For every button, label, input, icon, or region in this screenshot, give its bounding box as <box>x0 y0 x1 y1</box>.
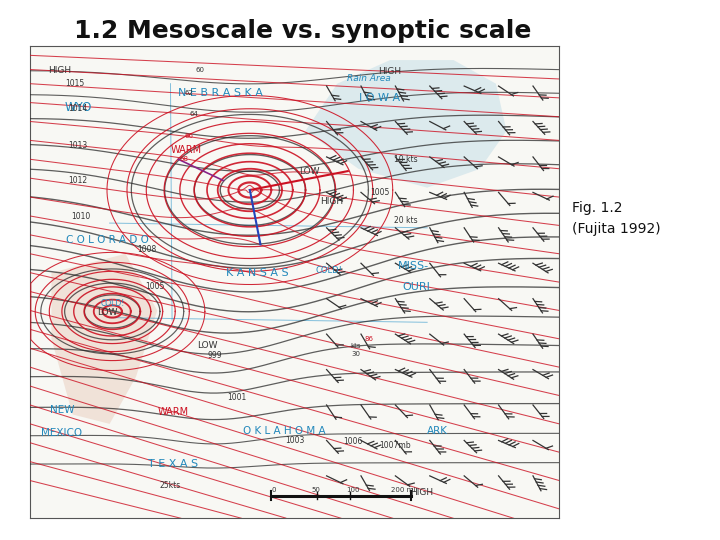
Text: 68: 68 <box>179 156 188 163</box>
Text: 1014: 1014 <box>68 104 88 113</box>
Text: MEXICO: MEXICO <box>42 428 83 438</box>
Text: HIGH: HIGH <box>379 68 402 76</box>
Text: 1013: 1013 <box>68 140 88 150</box>
Text: COLD!: COLD! <box>316 266 343 275</box>
Text: 60: 60 <box>195 66 204 72</box>
Text: 20 kts: 20 kts <box>394 216 418 225</box>
Text: 64: 64 <box>190 111 199 117</box>
Text: 62: 62 <box>184 90 194 96</box>
Polygon shape <box>305 60 507 187</box>
Text: 66: 66 <box>184 133 194 139</box>
Text: WARM: WARM <box>171 145 202 155</box>
Text: HIGH: HIGH <box>48 66 71 75</box>
Text: 100: 100 <box>346 487 360 493</box>
Text: 1005: 1005 <box>145 282 164 292</box>
Text: HIGH: HIGH <box>320 197 343 206</box>
Text: N E B R A S K A: N E B R A S K A <box>179 88 264 98</box>
Text: 0: 0 <box>271 487 276 493</box>
Text: 10 kts: 10 kts <box>394 155 418 164</box>
Text: 1.2 Mesoscale vs. synoptic scale: 1.2 Mesoscale vs. synoptic scale <box>73 19 531 43</box>
Text: LOW: LOW <box>96 308 117 318</box>
Text: kts: kts <box>351 343 361 349</box>
Text: 1006: 1006 <box>343 437 363 447</box>
Text: 30: 30 <box>351 351 360 357</box>
Text: NEW: NEW <box>50 404 74 415</box>
Text: 25kts: 25kts <box>160 481 181 490</box>
Text: MISS-: MISS- <box>398 261 429 271</box>
Text: 1007mb: 1007mb <box>379 441 411 450</box>
Text: 1010: 1010 <box>71 212 90 221</box>
Text: 1012: 1012 <box>68 176 87 185</box>
Text: 1003: 1003 <box>285 436 305 445</box>
Text: T E X A S: T E X A S <box>148 459 198 469</box>
Text: WYO: WYO <box>64 101 91 114</box>
Text: I O W A: I O W A <box>359 93 400 103</box>
Text: LOW: LOW <box>197 341 217 350</box>
Text: Fig. 1.2
(Fujita 1992): Fig. 1.2 (Fujita 1992) <box>572 201 661 236</box>
Text: 1001: 1001 <box>227 394 246 402</box>
Text: 50: 50 <box>312 487 320 493</box>
Text: 1008: 1008 <box>137 245 156 254</box>
Text: LOW: LOW <box>300 167 320 176</box>
Text: 1005: 1005 <box>370 188 390 197</box>
Polygon shape <box>51 254 157 424</box>
Text: ARK: ARK <box>427 426 449 436</box>
Text: K A N S A S: K A N S A S <box>227 268 289 278</box>
Text: C O L O R A D O: C O L O R A D O <box>66 234 148 245</box>
Text: O K L A H O M A: O K L A H O M A <box>243 426 325 436</box>
Text: HIGH: HIGH <box>410 488 433 497</box>
Text: COLD!: COLD! <box>100 299 125 308</box>
Text: OURI: OURI <box>402 282 431 292</box>
Text: 999: 999 <box>207 351 222 360</box>
Text: Rain Area: Rain Area <box>347 75 391 84</box>
Text: 200 mi: 200 mi <box>391 487 415 493</box>
Text: WARM: WARM <box>158 407 189 417</box>
Text: 86: 86 <box>364 336 374 342</box>
Text: 1015: 1015 <box>66 79 85 88</box>
